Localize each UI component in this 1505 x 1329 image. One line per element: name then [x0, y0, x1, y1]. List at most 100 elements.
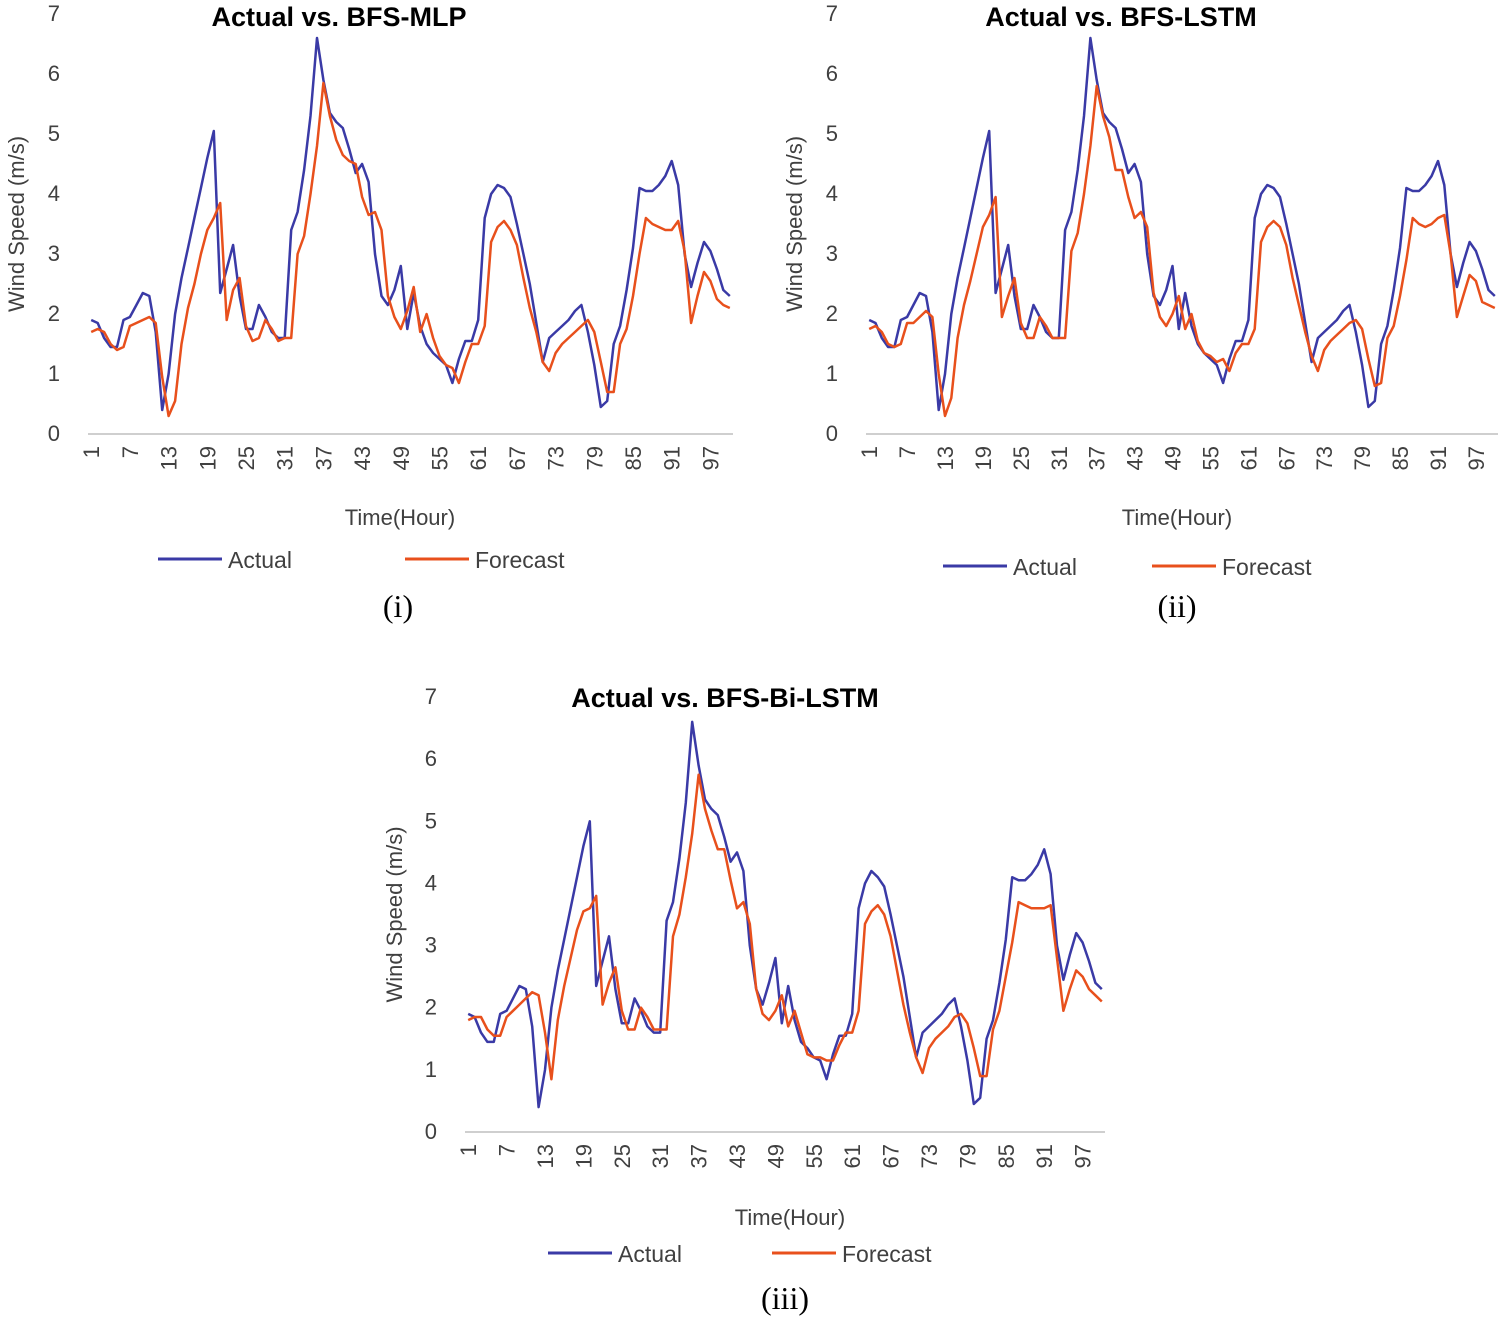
y-tick-label: 0 — [826, 421, 838, 446]
x-tick-label: 37 — [1085, 446, 1110, 470]
x-tick-label: 7 — [895, 446, 920, 458]
x-tick-label: 55 — [802, 1144, 827, 1168]
x-tick-label: 1 — [456, 1144, 481, 1156]
x-tick-label: 19 — [971, 446, 996, 470]
legend-item-actual: Actual — [943, 554, 1077, 580]
x-tick-label: 73 — [544, 446, 569, 470]
y-tick-label: 1 — [425, 1057, 437, 1082]
y-tick-label: 2 — [48, 301, 60, 326]
y-tick-label: 1 — [48, 361, 60, 386]
chart-panel-bilstm: Actual vs. BFS-Bi-LSTM 0 1 2 3 4 5 6 7 1 7 13 19 25 31… — [375, 675, 1125, 1329]
x-tick-label: 31 — [1047, 446, 1072, 470]
x-tick-label: 49 — [389, 446, 414, 470]
chart-panel-lstm: Actual vs. BFS-LSTM 0 1 2 3 4 5 6 7 1 7 13 19 25 31 37 4… — [780, 0, 1505, 640]
chart-title: Actual vs. BFS-LSTM — [985, 2, 1257, 32]
y-tick-label: 3 — [425, 933, 437, 958]
x-tick-label: 13 — [533, 1144, 558, 1168]
chart-panel-mlp: Actual vs. BFS-MLP 0 1 2 3 4 5 6 7 1 7 13 19 25 31 37 43… — [0, 0, 750, 640]
x-tick-label: 37 — [687, 1144, 712, 1168]
y-axis-label: Wind Speed (m/s) — [782, 136, 807, 312]
series-line-actual — [868, 36, 1496, 412]
legend-item-actual: Actual — [158, 547, 292, 573]
y-tick-label: 5 — [826, 121, 838, 146]
x-tick-label: 37 — [311, 446, 336, 470]
panel-label: (i) — [382, 588, 414, 624]
y-tick-label: 5 — [425, 808, 437, 833]
y-tick-label: 7 — [425, 684, 437, 709]
x-axis-label: Time(Hour) — [1122, 505, 1232, 530]
x-tick-label: 61 — [1236, 446, 1261, 470]
y-tick-label: 5 — [48, 121, 60, 146]
x-tick-label: 79 — [1350, 446, 1375, 470]
chart-title: Actual vs. BFS-MLP — [211, 2, 466, 32]
x-tick-label: 85 — [621, 446, 646, 470]
y-tick-label: 3 — [826, 241, 838, 266]
legend-label: Forecast — [1222, 554, 1312, 580]
panel-label: (iii) — [761, 1280, 809, 1316]
legend-item-forecast: Forecast — [772, 1241, 932, 1267]
y-tick-label: 0 — [48, 421, 60, 446]
x-tick-label: 19 — [571, 1144, 596, 1168]
y-tick-label: 4 — [826, 181, 838, 206]
y-tick-label: 1 — [826, 361, 838, 386]
y-tick-label: 3 — [48, 241, 60, 266]
y-tick-label: 7 — [826, 1, 838, 26]
legend-label: Forecast — [475, 547, 565, 573]
x-tick-label: 67 — [879, 1144, 904, 1168]
x-tick-label: 91 — [1426, 446, 1451, 470]
legend-label: Actual — [228, 547, 292, 573]
series-line-forecast — [467, 773, 1103, 1081]
legend-label: Forecast — [842, 1241, 932, 1267]
y-tick-label: 4 — [48, 181, 60, 206]
x-tick-label: 97 — [1071, 1144, 1096, 1168]
x-tick-label: 97 — [1464, 446, 1489, 470]
x-tick-label: 43 — [350, 446, 375, 470]
series-line-forecast — [90, 81, 731, 418]
chart-svg-mlp: Actual vs. BFS-MLP 0 1 2 3 4 5 67 1 7 13 19 25 31 37 43… — [4, 1, 733, 573]
y-tick-label: 0 — [425, 1119, 437, 1144]
x-tick-label: 85 — [994, 1144, 1019, 1168]
x-tick-label: 91 — [1032, 1144, 1057, 1168]
x-tick-label: 73 — [917, 1144, 942, 1168]
series-line-forecast — [868, 84, 1496, 418]
x-tick-label: 7 — [495, 1144, 520, 1156]
x-tick-label: 67 — [505, 446, 530, 470]
x-tick-label: 85 — [1388, 446, 1413, 470]
y-axis-label: Wind Speed (m/s) — [382, 826, 407, 1002]
y-tick-label: 6 — [826, 61, 838, 86]
legend-item-actual: Actual — [548, 1241, 682, 1267]
x-tick-label: 43 — [1123, 446, 1148, 470]
x-tick-label: 61 — [466, 446, 491, 470]
x-tick-label: 1 — [79, 446, 104, 458]
x-axis-label: Time(Hour) — [735, 1205, 845, 1230]
x-tick-label: 25 — [234, 446, 259, 470]
x-tick-label: 25 — [610, 1144, 635, 1168]
x-tick-label: 13 — [933, 446, 958, 470]
x-tick-label: 97 — [698, 446, 723, 470]
legend-label: Actual — [1013, 554, 1077, 580]
x-tick-label: 25 — [1009, 446, 1034, 470]
x-tick-label: 19 — [195, 446, 220, 470]
x-tick-label: 67 — [1274, 446, 1299, 470]
series-line-actual — [90, 36, 731, 412]
x-tick-label: 61 — [840, 1144, 865, 1168]
x-tick-label: 1 — [857, 446, 882, 458]
x-tick-label: 79 — [955, 1144, 980, 1168]
x-tick-label: 49 — [1161, 446, 1186, 470]
x-tick-label: 79 — [582, 446, 607, 470]
x-tick-label: 91 — [660, 446, 685, 470]
panel-label: (ii) — [1157, 588, 1197, 624]
x-tick-label: 13 — [157, 446, 182, 470]
y-tick-label: 2 — [826, 301, 838, 326]
y-axis-label: Wind Speed (m/s) — [4, 136, 29, 312]
x-tick-label: 31 — [648, 1144, 673, 1168]
chart-title: Actual vs. BFS-Bi-LSTM — [571, 683, 879, 713]
x-tick-label: 31 — [273, 446, 298, 470]
legend-label: Actual — [618, 1241, 682, 1267]
y-tick-label: 7 — [48, 1, 60, 26]
legend-item-forecast: Forecast — [1152, 554, 1312, 580]
y-tick-label: 4 — [425, 870, 437, 895]
x-tick-label: 43 — [725, 1144, 750, 1168]
